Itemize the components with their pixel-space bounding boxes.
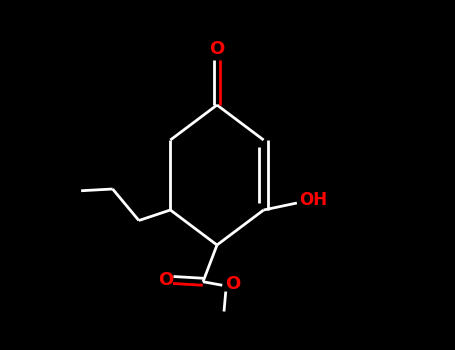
Text: O: O <box>158 271 173 289</box>
Text: O: O <box>209 40 225 58</box>
Text: O: O <box>225 275 240 293</box>
Text: OH: OH <box>298 190 327 209</box>
